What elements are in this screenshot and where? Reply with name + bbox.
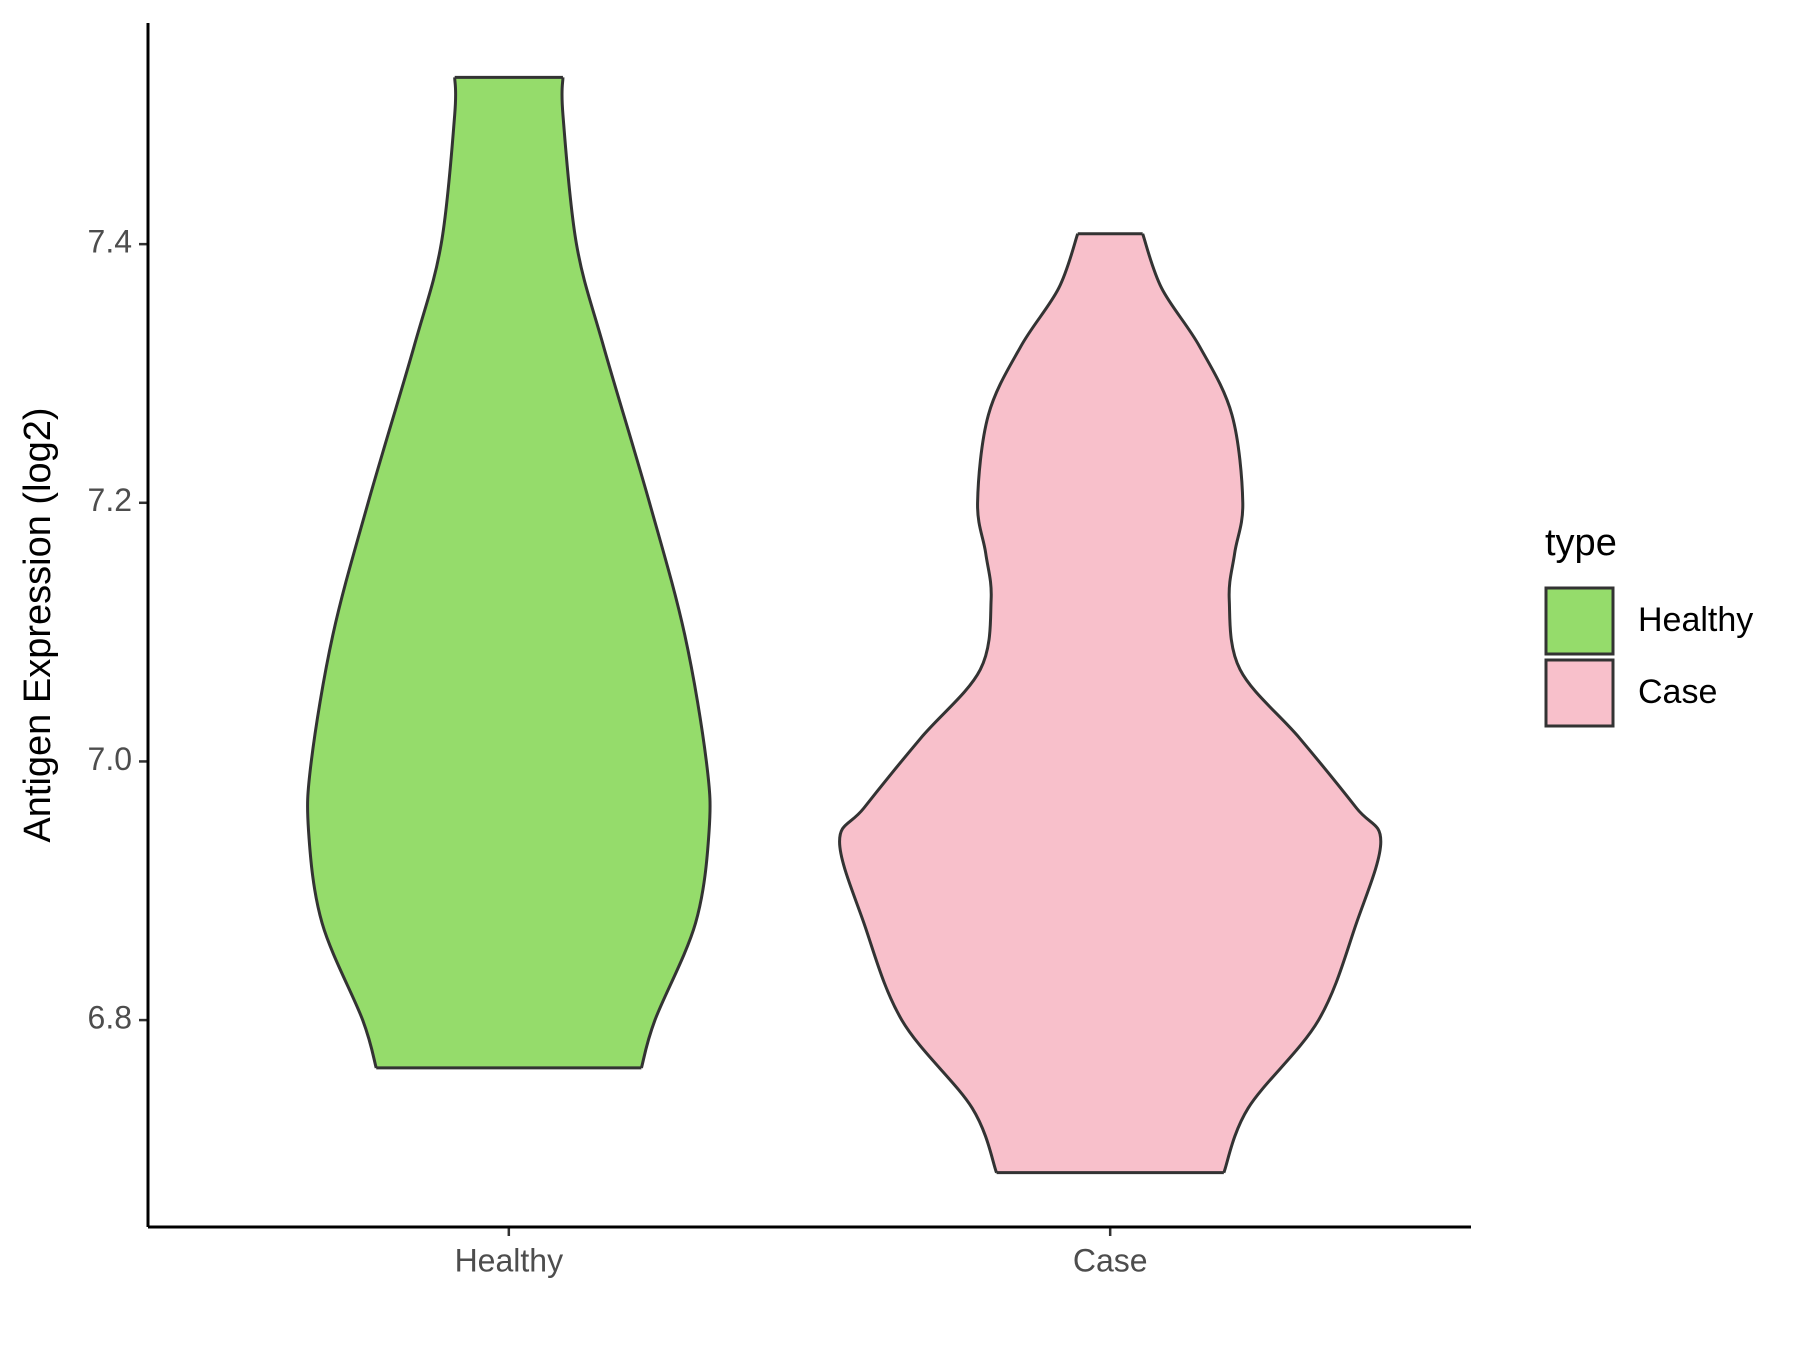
y-tick-label: 7.0 [88, 741, 132, 777]
violin-edge [560, 77, 712, 1069]
legend-title: type [1545, 522, 1617, 564]
legend-label: Case [1638, 673, 1717, 711]
violin-body [307, 77, 711, 1068]
violin-body [839, 233, 1381, 1173]
x-tick-label: Case [1073, 1242, 1148, 1278]
x-tick-label: Healthy [455, 1242, 564, 1278]
y-tick-label: 7.2 [88, 482, 132, 518]
violin-edge [838, 233, 1080, 1174]
violin-edge [306, 77, 458, 1069]
legend-label: Healthy [1638, 601, 1753, 639]
y-tick-label: 7.4 [88, 224, 132, 260]
y-axis-label: Antigen Expression (log2) [17, 407, 59, 842]
legend-key [1544, 658, 1615, 728]
violin-edge [1141, 233, 1383, 1174]
legend-key [1544, 586, 1615, 656]
y-tick-label: 6.8 [88, 1000, 132, 1036]
